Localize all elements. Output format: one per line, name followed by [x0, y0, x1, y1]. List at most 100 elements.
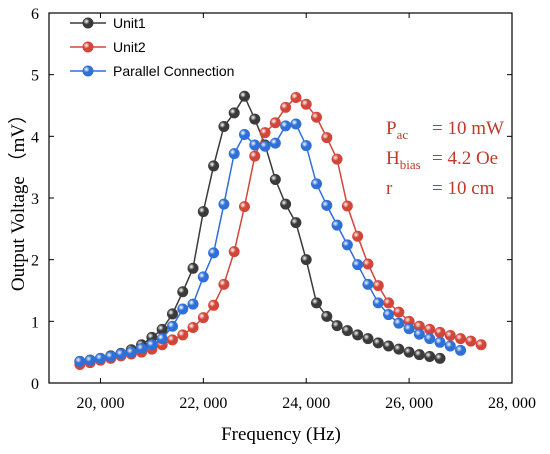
- data-point: [166, 334, 178, 346]
- data-point: [352, 259, 364, 271]
- data-point: [352, 329, 364, 341]
- x-tick-label: 28, 000: [488, 395, 536, 412]
- data-point: [455, 344, 467, 356]
- data-point: [383, 340, 395, 352]
- data-point: [228, 148, 240, 160]
- data-point: [434, 336, 446, 348]
- data-point: [455, 333, 467, 345]
- y-tick-label: 2: [31, 253, 39, 270]
- y-tick-label: 5: [31, 68, 39, 85]
- y-axis: 0 1 2 3 4 5 6: [31, 6, 512, 393]
- data-point: [383, 297, 395, 309]
- data-point: [238, 90, 250, 102]
- data-point: [311, 111, 323, 123]
- annotations: Pac = 10 mW Hbias = 4.2 Oe r = 10 cm: [386, 118, 504, 199]
- data-point: [311, 178, 323, 190]
- data-point: [331, 219, 343, 231]
- data-point: [393, 306, 405, 318]
- data-point: [465, 335, 477, 347]
- data-point: [249, 139, 261, 151]
- annotation-value: = 10 mW: [432, 118, 504, 139]
- data-point: [218, 120, 230, 132]
- annotation-3: r = 10 cm: [386, 178, 495, 199]
- legend-item-unit1: Unit1: [70, 15, 146, 31]
- data-point: [187, 262, 199, 274]
- data-point: [249, 113, 261, 125]
- data-point: [105, 350, 117, 362]
- data-point: [280, 198, 292, 210]
- data-point: [177, 303, 189, 315]
- data-point: [115, 348, 127, 360]
- data-point: [372, 280, 384, 292]
- data-point: [424, 323, 436, 335]
- y-tick-label: 4: [31, 129, 39, 146]
- data-point: [187, 298, 199, 310]
- data-point: [372, 297, 384, 309]
- series-parallel-connection: [74, 118, 467, 367]
- data-point: [434, 352, 446, 364]
- y-tick-label: 0: [31, 376, 39, 393]
- x-tick-label: 20, 000: [76, 395, 124, 412]
- data-point: [166, 320, 178, 332]
- legend-marker: [82, 17, 94, 29]
- data-point: [424, 350, 436, 362]
- y-axis-title: Output Voltage （mV）: [7, 105, 29, 291]
- annotation-label: Pac: [386, 118, 408, 142]
- data-point: [331, 320, 343, 332]
- data-point: [259, 140, 271, 152]
- data-point: [269, 174, 281, 186]
- y-tick-label: 6: [31, 6, 39, 23]
- data-point: [444, 340, 456, 352]
- data-point: [177, 286, 189, 298]
- data-point: [341, 200, 353, 212]
- legend-label: Unit1: [113, 15, 146, 31]
- data-point: [352, 230, 364, 242]
- data-point: [94, 352, 106, 364]
- data-point: [197, 206, 209, 218]
- data-point: [321, 310, 333, 322]
- data-point: [280, 101, 292, 113]
- data-point: [403, 346, 415, 358]
- data-point: [197, 271, 209, 283]
- data-point: [259, 127, 271, 139]
- annotation-label: r: [386, 178, 393, 199]
- data-point: [228, 107, 240, 119]
- data-point: [187, 321, 199, 333]
- y-tick-label: 1: [31, 314, 39, 331]
- data-point: [362, 333, 374, 345]
- data-point: [228, 246, 240, 258]
- data-point: [403, 323, 415, 335]
- data-point: [362, 258, 374, 270]
- annotation-1: Pac = 10 mW: [386, 118, 504, 142]
- data-point: [238, 201, 250, 213]
- data-point: [321, 132, 333, 144]
- x-axis-title: Frequency (Hz): [221, 424, 341, 445]
- plot-area: [48, 12, 513, 384]
- data-point: [269, 137, 281, 149]
- data-point: [434, 326, 446, 338]
- series-layer: [74, 90, 487, 370]
- data-point: [125, 346, 137, 358]
- data-point: [208, 160, 220, 172]
- data-point: [424, 333, 436, 345]
- data-point: [269, 117, 281, 129]
- legend-marker: [82, 65, 94, 77]
- data-point: [280, 120, 292, 132]
- data-point: [177, 329, 189, 341]
- x-tick-label: 26, 000: [385, 395, 433, 412]
- data-point: [311, 297, 323, 309]
- data-point: [290, 217, 302, 229]
- annotation-2: Hbias = 4.2 Oe: [386, 148, 498, 172]
- data-point: [290, 91, 302, 103]
- data-point: [156, 323, 168, 335]
- data-point: [136, 342, 148, 354]
- data-point: [383, 309, 395, 321]
- data-point: [166, 308, 178, 320]
- x-tick-label: 24, 000: [282, 395, 330, 412]
- legend-label: Unit2: [113, 39, 146, 55]
- data-point: [413, 349, 425, 361]
- data-point: [146, 339, 158, 351]
- data-point: [341, 325, 353, 337]
- data-point: [84, 354, 96, 366]
- legend-marker: [82, 41, 94, 53]
